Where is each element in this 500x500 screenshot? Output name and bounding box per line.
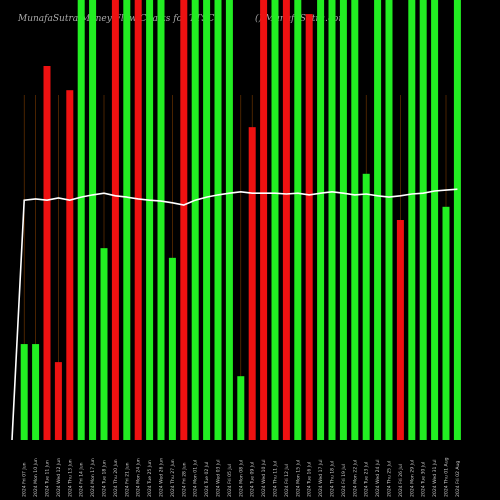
bar [362, 173, 370, 441]
bar [419, 0, 427, 440]
x-tick-label: 2024 Tue 23 Jul [364, 462, 370, 497]
bar [408, 0, 416, 440]
x-tick-label: 2024 Tue 11 Jun [45, 460, 51, 497]
x-tick-label: 2024 Fri 28 Jun [181, 462, 187, 497]
x-tick-label: 2024 Wed 26 Jun [159, 458, 165, 497]
x-tick-label: 2024 Wed 31 Jul [432, 460, 438, 497]
x-tick-label: 2024 Wed 03 Jul [216, 460, 222, 497]
x-tick-label: 2024 Fri 12 Jul [284, 464, 290, 497]
x-tick-label: 2024 Tue 18 Jun [102, 460, 108, 497]
x-tick-label: 2024 Mon 17 Jun [90, 458, 96, 497]
bar [396, 220, 404, 440]
x-tick-label: 2024 Wed 10 Jul [261, 460, 267, 497]
x-tick-label: 2024 Wed 17 Jul [318, 460, 324, 497]
bar [305, 14, 313, 441]
bar [248, 127, 256, 440]
x-tick-label: 2024 Tue 02 Jul [204, 462, 210, 497]
x-tick-label: 2024 Thu 13 Jun [67, 459, 73, 497]
bar [442, 206, 450, 440]
x-tick-label: 2024 Wed 24 Jul [375, 460, 381, 497]
bar [214, 0, 222, 440]
bar [54, 362, 62, 440]
bar [168, 257, 176, 440]
x-tick-label: 2024 Fri 14 Jun [79, 462, 85, 497]
x-tick-label: 2024 Thu 20 Jun [113, 459, 119, 497]
bar [180, 0, 188, 440]
bar [271, 0, 279, 440]
bar [191, 0, 199, 440]
money-flow-line [11, 188, 458, 441]
bar [134, 0, 142, 440]
bar [317, 0, 325, 440]
bar [32, 344, 40, 440]
bar [294, 0, 302, 440]
bar [146, 0, 154, 440]
bar [339, 0, 347, 440]
x-tick-label: 2024 Mon 22 Jul [352, 460, 358, 497]
x-tick-label: 2024 Tue 25 Jun [147, 460, 153, 497]
x-tick-label: 2024 Fri 02 Aug [455, 461, 461, 497]
bar [260, 0, 268, 440]
bar [453, 0, 461, 440]
x-tick-label: 2024 Wed 12 Jun [56, 458, 62, 497]
bar [225, 0, 233, 440]
x-tick-label: 2024 Tue 09 Jul [250, 462, 256, 497]
bar [374, 0, 382, 440]
x-tick-label: 2024 Fri 07 Jun [22, 462, 28, 497]
x-tick-label: 2024 Thu 01 Aug [444, 457, 450, 497]
bar [328, 0, 336, 440]
x-tick-label: 2024 Tue 16 Jul [307, 462, 313, 497]
x-tick-label: 2024 Mon 10 Jun [33, 458, 39, 497]
x-tick-label: 2024 Mon 15 Jul [295, 460, 301, 497]
x-tick-label: 2024 Tue 30 Jul [421, 462, 427, 497]
x-tick-label: 2024 Mon 01 Jul [193, 460, 199, 497]
x-tick-label: 2024 Thu 18 Jul [330, 461, 336, 497]
bar [282, 0, 290, 440]
bar [89, 0, 97, 440]
bar [123, 0, 131, 440]
bar [77, 0, 85, 440]
x-tick-label: 2024 Fri 26 Jul [398, 464, 404, 497]
x-tick-label: 2024 Fri 05 Jul [227, 464, 233, 497]
bar [351, 0, 359, 440]
x-tick-label: 2024 Thu 11 Jul [273, 461, 279, 497]
bar [100, 248, 108, 440]
x-tick-label: 2024 Mon 24 Jun [136, 458, 142, 497]
bar [385, 0, 393, 440]
bar [111, 0, 119, 440]
x-tick-label: 2024 Mon 29 Jul [409, 460, 415, 497]
bar [431, 0, 439, 440]
bar [20, 344, 28, 440]
bar [157, 0, 165, 440]
bar [203, 0, 211, 440]
bar [237, 376, 245, 440]
x-tick-label: 2024 Mon 08 Jul [238, 460, 244, 497]
x-tick-label: 2024 Fri 19 Jul [341, 464, 347, 497]
x-tick-label: 2024 Thu 25 Jul [387, 461, 393, 497]
x-tick-label: 2024 Fri 21 Jun [124, 462, 130, 497]
x-tick-label: 2024 Thu 27 Jun [170, 459, 176, 497]
bar [43, 66, 51, 440]
bar [66, 90, 74, 440]
